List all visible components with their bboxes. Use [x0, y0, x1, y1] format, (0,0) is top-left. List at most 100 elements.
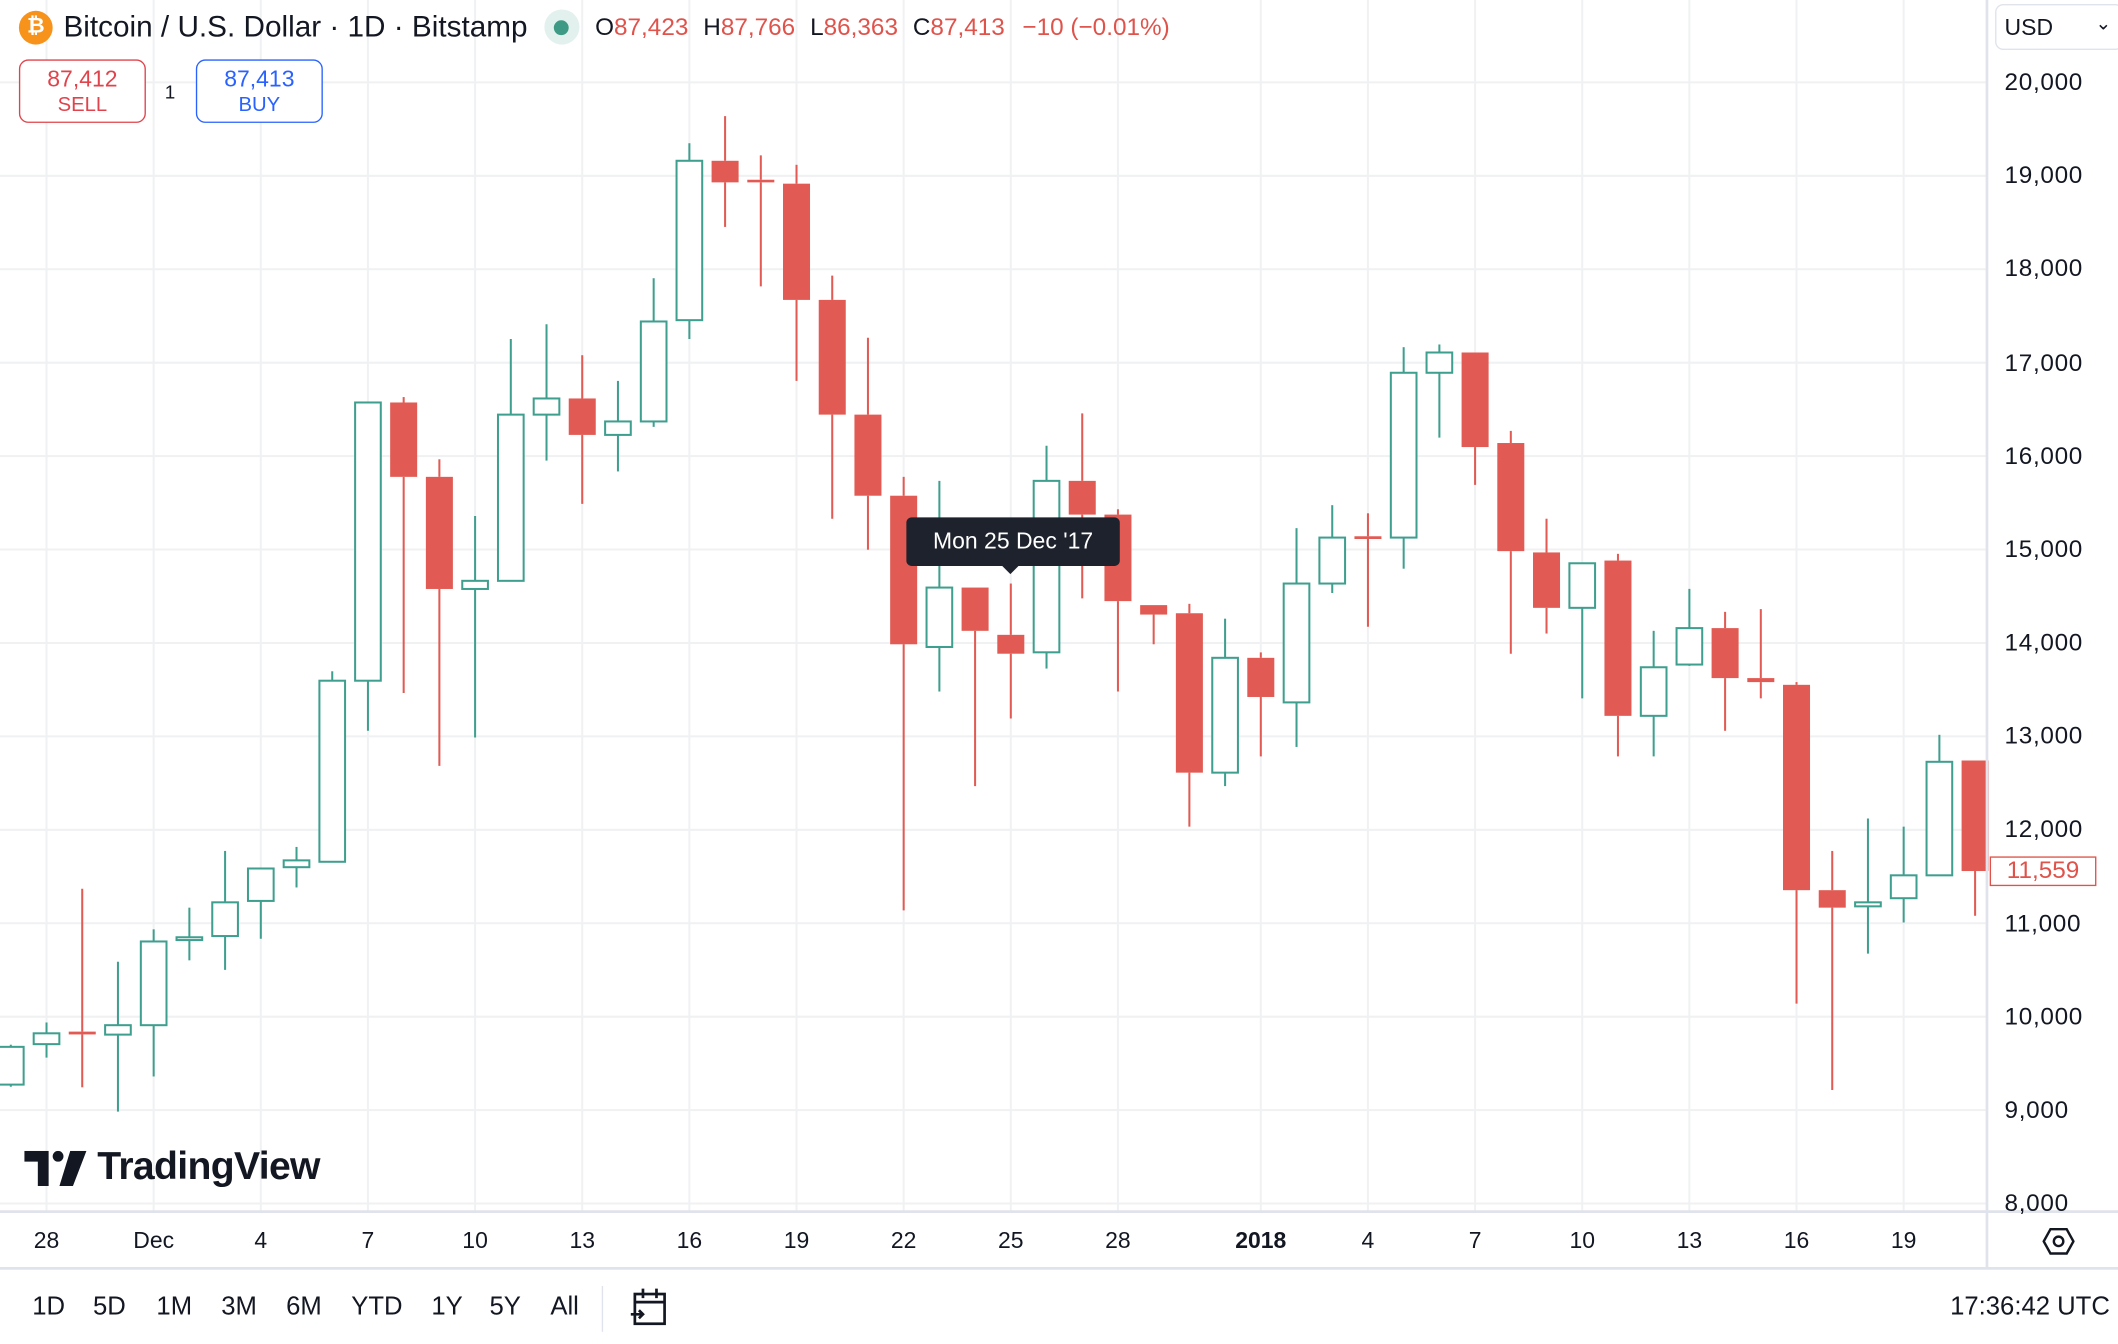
candle-body	[175, 936, 204, 942]
candle-body	[32, 1032, 61, 1046]
currency-select[interactable]: USD ⌄	[1995, 4, 2118, 50]
candle-2018-01-18	[1854, 818, 1882, 954]
candle-2018-01-17	[1818, 850, 1846, 1091]
candle-body	[1318, 536, 1347, 585]
candle-2017-12-31	[1211, 618, 1239, 787]
candle-2018-01-05	[1389, 347, 1418, 569]
range-button-all[interactable]: All	[550, 1292, 579, 1322]
candle-body	[1461, 352, 1489, 448]
time-axis-label: 10	[1569, 1227, 1596, 1254]
candle-2018-01-01	[1247, 652, 1275, 757]
candle-body	[0, 1045, 25, 1086]
range-button-1d[interactable]: 1D	[32, 1292, 66, 1322]
price-axis-label: 18,000	[2004, 255, 2083, 283]
last-price-tag: 11,559	[1989, 856, 2097, 887]
candle-body	[568, 398, 596, 435]
candle-body	[425, 476, 453, 589]
currency-value: USD	[2004, 14, 2054, 41]
candle-body	[1068, 480, 1096, 515]
candle-body	[854, 414, 882, 496]
calendar-goto-date-icon[interactable]	[629, 1287, 667, 1328]
candle-2017-11-29	[68, 888, 96, 1088]
close-label: C	[912, 12, 931, 40]
candles	[0, 116, 1989, 1112]
symbol-title[interactable]: Bitcoin / U.S. Dollar · 1D · Bitstamp	[63, 9, 528, 44]
candle-body	[1389, 371, 1418, 539]
chevron-down-icon: ⌄	[2095, 12, 2112, 34]
candle-2018-01-09	[1533, 518, 1561, 634]
time-axis-label: 7	[1468, 1227, 1482, 1254]
candle-2017-11-27	[0, 1044, 25, 1087]
candle-2017-12-24	[961, 587, 989, 787]
candle-body	[675, 159, 704, 322]
candle-2017-12-12	[532, 324, 561, 461]
candle-2018-01-14	[1711, 611, 1739, 731]
candle-body	[68, 1031, 96, 1035]
candle-2017-11-30	[104, 961, 132, 1112]
candle-2017-12-19	[783, 164, 811, 381]
time-axis-label: 4	[254, 1227, 268, 1254]
chart-settings-icon[interactable]	[2042, 1226, 2075, 1256]
candle-body	[104, 1024, 132, 1036]
candle-2017-12-16	[675, 143, 704, 340]
sell-price: 87,412	[47, 66, 118, 92]
range-button-5d[interactable]: 5D	[93, 1292, 126, 1322]
candle-body	[246, 867, 275, 902]
candle-body	[747, 179, 775, 183]
time-axis-label: 19	[1890, 1227, 1917, 1254]
candle-body	[783, 183, 811, 300]
candle-body	[354, 401, 382, 682]
candle-2017-12-11	[496, 339, 525, 582]
tradingview-logo[interactable]: TradingView	[24, 1145, 321, 1190]
candle-2018-01-02	[1282, 528, 1311, 747]
candle-2018-01-20	[1925, 734, 1954, 877]
candle-body	[925, 586, 954, 648]
candle-2017-12-21	[854, 337, 882, 550]
candle-2017-12-27	[1068, 413, 1096, 599]
sell-button[interactable]: 87,412 SELL	[18, 59, 146, 123]
buy-button[interactable]: 87,413 BUY	[195, 59, 323, 123]
trade-quantity: 1	[164, 81, 176, 103]
candle-body	[1925, 760, 1954, 877]
range-button-ytd[interactable]: YTD	[351, 1292, 403, 1322]
open-label: O	[595, 12, 615, 40]
price-axis-label: 10,000	[2004, 1002, 2083, 1030]
candle-2018-01-08	[1497, 430, 1525, 654]
candle-body	[1032, 479, 1061, 654]
candle-body	[961, 587, 989, 631]
price-axis-label: 19,000	[2004, 161, 2083, 189]
price-axis-label: 14,000	[2004, 628, 2083, 656]
range-button-3m[interactable]: 3M	[221, 1292, 257, 1322]
candle-body	[1282, 582, 1311, 704]
symbol-header: ₿ Bitcoin / U.S. Dollar · 1D · Bitstamp …	[18, 9, 1170, 45]
time-axis-label: 28	[1105, 1227, 1131, 1254]
candle-body	[1533, 552, 1561, 608]
price-axis-label: 16,000	[2004, 441, 2083, 469]
candle-2017-12-08	[390, 397, 418, 693]
high-label: H	[703, 12, 721, 40]
candle-body	[318, 679, 347, 863]
candle-body	[997, 634, 1025, 654]
candle-body	[1818, 890, 1846, 908]
candle-body	[818, 299, 846, 415]
ohlc-values: O87,423 H87,766 L86,363 C87,413 −10 (−0.…	[595, 13, 1170, 41]
low-label: L	[810, 12, 824, 40]
time-axis-label: 16	[1783, 1227, 1810, 1254]
candle-body	[461, 579, 489, 590]
candle-body	[1425, 351, 1454, 374]
candle-2017-12-18	[747, 155, 775, 287]
range-button-1y[interactable]: 1Y	[431, 1292, 463, 1322]
candle-body	[1211, 656, 1239, 774]
candle-2018-01-11	[1604, 553, 1632, 757]
candle-2017-12-09	[425, 459, 453, 766]
range-button-1m[interactable]: 1M	[156, 1292, 193, 1322]
candle-2017-12-10	[461, 515, 489, 738]
tradingview-logo-icon	[24, 1150, 87, 1186]
buy-label: BUY	[238, 93, 281, 117]
candle-body	[711, 160, 739, 183]
range-button-5y[interactable]: 5Y	[489, 1292, 521, 1322]
candle-2017-12-20	[818, 275, 846, 519]
range-button-6m[interactable]: 6M	[286, 1292, 322, 1322]
